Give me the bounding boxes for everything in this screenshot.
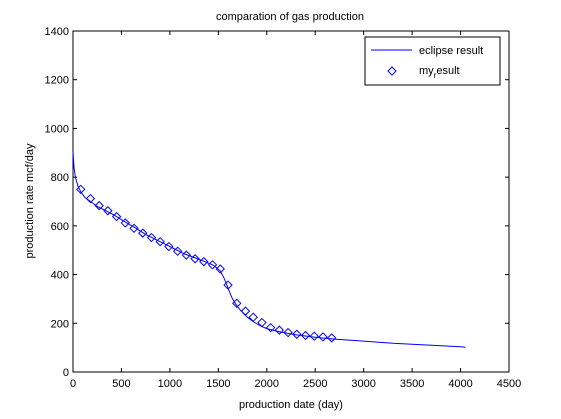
diamond-marker-point: [318, 332, 328, 342]
x-tick-label: 4500: [497, 378, 521, 390]
chart-title: comparation of gas production: [216, 11, 364, 23]
y-tick-label: 1000: [45, 123, 69, 135]
y-tick-label: 400: [51, 270, 69, 282]
diamond-marker-point: [232, 298, 242, 309]
diamond-marker-point: [138, 228, 148, 238]
diamond-marker-point: [190, 254, 200, 264]
x-tick-label: 1500: [206, 378, 230, 390]
diamond-marker-point: [223, 280, 233, 290]
x-tick-label: 3500: [400, 378, 424, 390]
diamond-marker-point: [155, 236, 165, 247]
y-axis-ticks: 0 200 400 600 800 1000 1200 1400: [45, 26, 509, 379]
diamond-marker-point: [265, 322, 276, 333]
x-tick-label: 1000: [158, 378, 182, 390]
x-axis-title: production date (day): [239, 399, 343, 411]
x-tick-label: 2500: [303, 378, 327, 390]
legend-diamond-swatch: [387, 66, 397, 76]
diamond-marker-point: [207, 260, 218, 270]
x-tick-label: 500: [112, 378, 130, 390]
diamond-marker-point: [76, 184, 86, 195]
diamond-marker-point: [240, 306, 251, 316]
x-tick-label: 0: [70, 378, 76, 390]
x-axis-ticks: 0 500 1000 1500 2000 2500 3000 3500 4000 4500: [70, 31, 521, 390]
diamond-marker-point: [85, 193, 96, 204]
diamond-marker-point: [300, 330, 311, 341]
legend-box: [364, 36, 501, 86]
diamond-marker-point: [292, 329, 302, 339]
diamond-marker-point: [129, 223, 139, 234]
x-tick-label: 2000: [255, 378, 279, 390]
diamond-marker-point: [146, 232, 157, 243]
diamond-marker-point: [111, 211, 122, 222]
legend-label-subscript: r: [434, 71, 437, 80]
legend-label-base: my: [419, 65, 434, 77]
x-tick-label: 4000: [448, 378, 472, 390]
x-tick-label: 3000: [351, 378, 375, 390]
diamond-marker-point: [164, 241, 174, 252]
diamond-marker-point: [181, 250, 192, 260]
diamond-marker-point: [215, 264, 225, 274]
diamond-marker-point: [120, 218, 131, 228]
diamond-marker-point: [274, 325, 285, 335]
y-tick-label: 1400: [45, 26, 69, 38]
diamond-marker-point: [172, 246, 183, 256]
legend-label-my-result: myresult: [419, 65, 460, 80]
series-line-eclipse-result: [72, 151, 466, 348]
y-tick-label: 1200: [45, 75, 69, 87]
diamond-marker-point: [283, 327, 293, 338]
y-tick-label: 600: [51, 221, 69, 233]
diamond-marker-point: [103, 206, 113, 216]
legend-label-rest: esult: [436, 65, 459, 77]
plot-area: [72, 30, 510, 373]
diamond-marker-point: [309, 331, 319, 341]
diamond-marker-point: [326, 333, 337, 343]
diamond-marker-point: [248, 312, 258, 322]
legend-label-eclipse: eclipse result: [419, 45, 483, 57]
series-layer: [72, 151, 466, 348]
diamond-marker-point: [199, 256, 209, 267]
diamond-marker-point: [94, 200, 104, 211]
y-tick-label: 800: [51, 172, 69, 184]
y-tick-label: 200: [51, 318, 69, 330]
y-axis-title: production rate mcf/day: [24, 143, 36, 258]
diamond-marker-point: [257, 317, 267, 328]
y-tick-label: 0: [63, 367, 69, 379]
legend: eclipse result myresult: [364, 36, 501, 86]
